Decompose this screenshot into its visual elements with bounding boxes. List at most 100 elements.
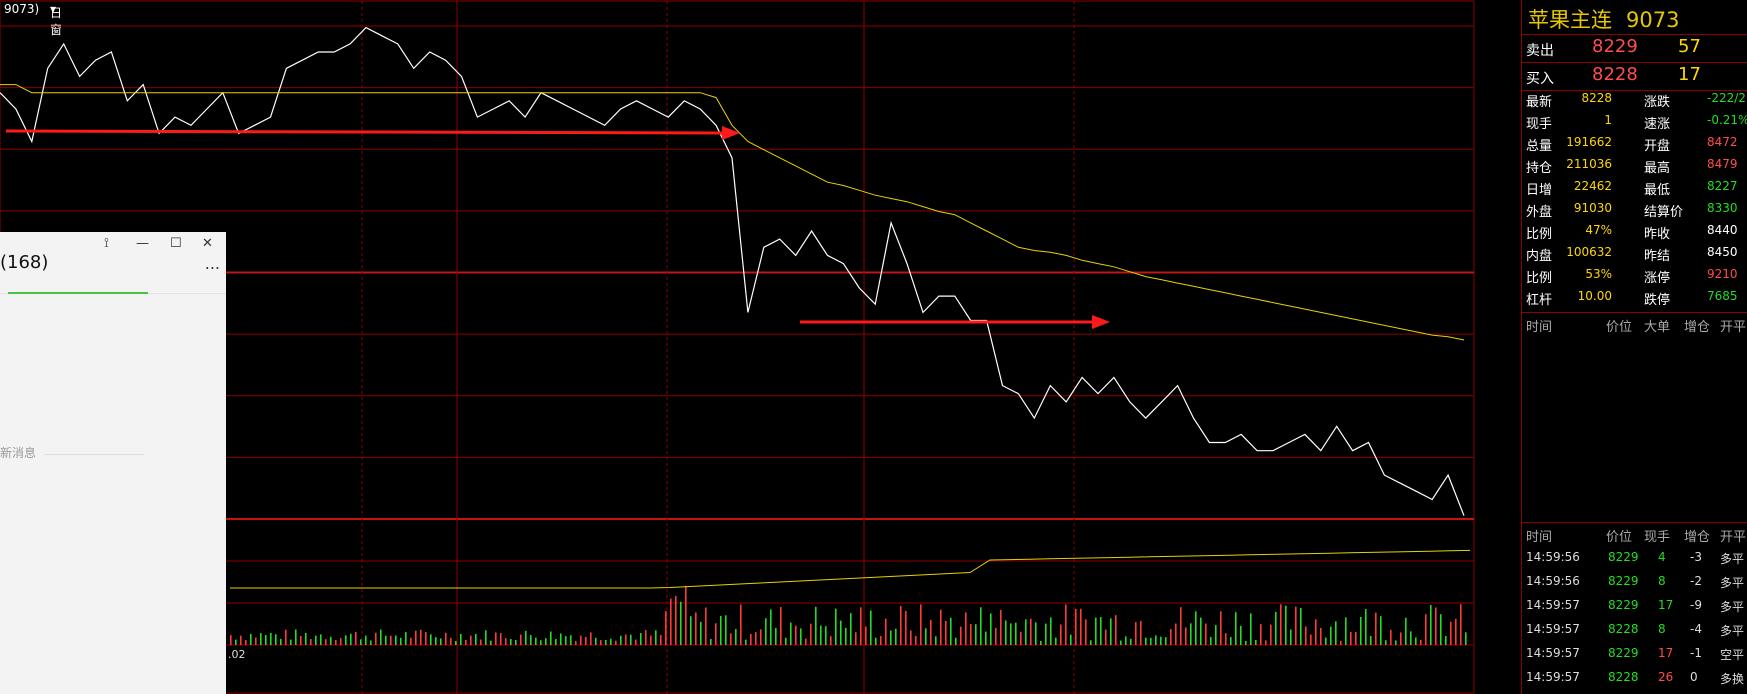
tick-row[interactable]: 14:59:56 8229 8 -2 多平 <box>1522 570 1747 592</box>
volume-bar <box>795 625 797 645</box>
volume-bar <box>705 607 707 645</box>
volume-bar <box>1400 632 1402 645</box>
volume-bar <box>1370 635 1372 645</box>
volume-bar <box>1320 627 1322 645</box>
stat-value: 8440 <box>1707 223 1738 237</box>
volume-bar <box>850 613 852 645</box>
stat-row: 最新 8228 涨跌 -222/2.63% <box>1522 88 1747 110</box>
tick-cell: 14:59:56 <box>1526 550 1580 564</box>
volume-bar <box>1360 616 1362 645</box>
tick-cell: 17 <box>1658 646 1674 660</box>
volume-bar <box>825 626 827 645</box>
volume-bar <box>310 638 312 645</box>
stat-value: -222/2.63% <box>1707 91 1747 105</box>
column-header: 时间 <box>1526 530 1553 545</box>
stat-label: 外盘 <box>1526 205 1553 220</box>
minimize-icon[interactable]: — <box>136 236 149 251</box>
volume-bar <box>960 626 962 645</box>
maximize-icon[interactable]: ☐ <box>170 236 182 251</box>
volume-bar <box>685 585 687 645</box>
stat-label: 比例 <box>1526 271 1553 286</box>
stat-row: 现手 1 速涨 -0.21% <box>1522 110 1747 132</box>
column-header: 价位 <box>1606 530 1633 545</box>
volume-bar <box>650 635 652 645</box>
column-header: 增仓 <box>1684 320 1711 335</box>
volume-bar <box>1210 636 1212 645</box>
volume-bar <box>1440 614 1442 645</box>
column-header: 现手 <box>1644 530 1671 545</box>
volume-bar <box>1235 612 1237 645</box>
volume-bar <box>380 629 382 645</box>
volume-bar <box>1145 637 1147 645</box>
volume-bar <box>655 630 657 645</box>
stat-label: 结算价 <box>1644 205 1684 220</box>
tick-row[interactable]: 14:59:57 8229 17 -1 空平 <box>1522 642 1747 664</box>
divider <box>44 454 144 455</box>
volume-bar <box>590 632 592 645</box>
volume-bar <box>520 634 522 645</box>
volume-bar <box>940 609 942 645</box>
pin-icon[interactable]: ⟟ <box>104 236 109 251</box>
volume-bar <box>1445 636 1447 645</box>
volume-bar <box>690 616 692 645</box>
tick-row[interactable]: 14:59:57 8229 17 -9 多平 <box>1522 594 1747 616</box>
active-tab-indicator <box>8 292 148 294</box>
volume-bar <box>1270 624 1272 645</box>
volume-bar <box>290 639 292 645</box>
volume-bar <box>1010 623 1012 645</box>
stat-label: 开盘 <box>1644 139 1671 154</box>
volume-bar <box>1200 617 1202 645</box>
column-header: 增仓 <box>1684 530 1711 545</box>
volume-bar <box>1335 621 1337 645</box>
close-icon[interactable]: ✕ <box>202 236 213 251</box>
intraday-chart[interactable]: +0.36%-0.02%-0.40%-0.78%-1.15%-1.53%-1.9… <box>0 0 1475 694</box>
volume-bar <box>820 625 822 645</box>
volume-bar <box>1185 627 1187 645</box>
chart-frame <box>0 0 1475 694</box>
volume-bar <box>885 618 887 645</box>
volume-bar <box>1340 640 1342 645</box>
tick-row[interactable]: 14:59:56 8229 4 -3 多平 <box>1522 546 1747 568</box>
quote-panel: 苹果主连 9073 卖出 8229 57 买入 8228 17 最新 8228 涨跌 -… <box>1521 0 1747 694</box>
volume-bar <box>1435 607 1437 645</box>
stat-row: 比例 53% 涨停 9210 <box>1522 264 1747 286</box>
volume-bar <box>805 638 807 645</box>
volume-bar <box>540 640 542 645</box>
volume-bar <box>1140 620 1142 645</box>
stat-value: 8472 <box>1707 135 1738 149</box>
stat-label: 最新 <box>1526 95 1553 110</box>
volume-bar <box>1080 608 1082 645</box>
volume-bar <box>745 639 747 645</box>
volume-bar <box>985 631 987 645</box>
volume-bar <box>370 640 372 645</box>
volume-bar <box>830 636 832 645</box>
ask-row: 卖出 8229 57 <box>1526 36 1701 59</box>
volume-bar <box>1365 609 1367 645</box>
tick-cell: 14:59:57 <box>1526 646 1580 660</box>
tick-row[interactable]: 14:59:57 8228 8 -4 多平 <box>1522 618 1747 640</box>
more-icon[interactable]: ... <box>204 254 220 273</box>
tick-cell: 8229 <box>1608 550 1639 564</box>
volume-bar <box>945 620 947 645</box>
volume-bar <box>285 629 287 645</box>
volume-bar <box>480 639 482 645</box>
tick-row[interactable]: 14:59:57 8228 26 0 多换 <box>1522 666 1747 688</box>
volume-bar <box>875 637 877 645</box>
stat-label: 日增 <box>1526 183 1553 198</box>
volume-bar <box>870 610 872 645</box>
volume-bar <box>1290 629 1292 645</box>
volume-bar <box>385 635 387 645</box>
tick-cell: 8229 <box>1608 598 1639 612</box>
tick-cell: -9 <box>1690 598 1702 612</box>
stat-value: 8450 <box>1707 245 1738 259</box>
chat-window[interactable]: ⟟ — ☐ ✕ (168) ... 新消息 <box>0 232 226 694</box>
volume-bar <box>235 639 237 645</box>
volume-bar <box>555 639 557 645</box>
volume-bar <box>1425 614 1427 645</box>
volume-bar <box>575 640 577 645</box>
chat-title: (168) <box>0 252 49 273</box>
stat-label: 现手 <box>1526 117 1553 132</box>
volume-bar <box>600 640 602 645</box>
volume-bar <box>845 627 847 645</box>
volume-bar <box>1300 608 1302 645</box>
